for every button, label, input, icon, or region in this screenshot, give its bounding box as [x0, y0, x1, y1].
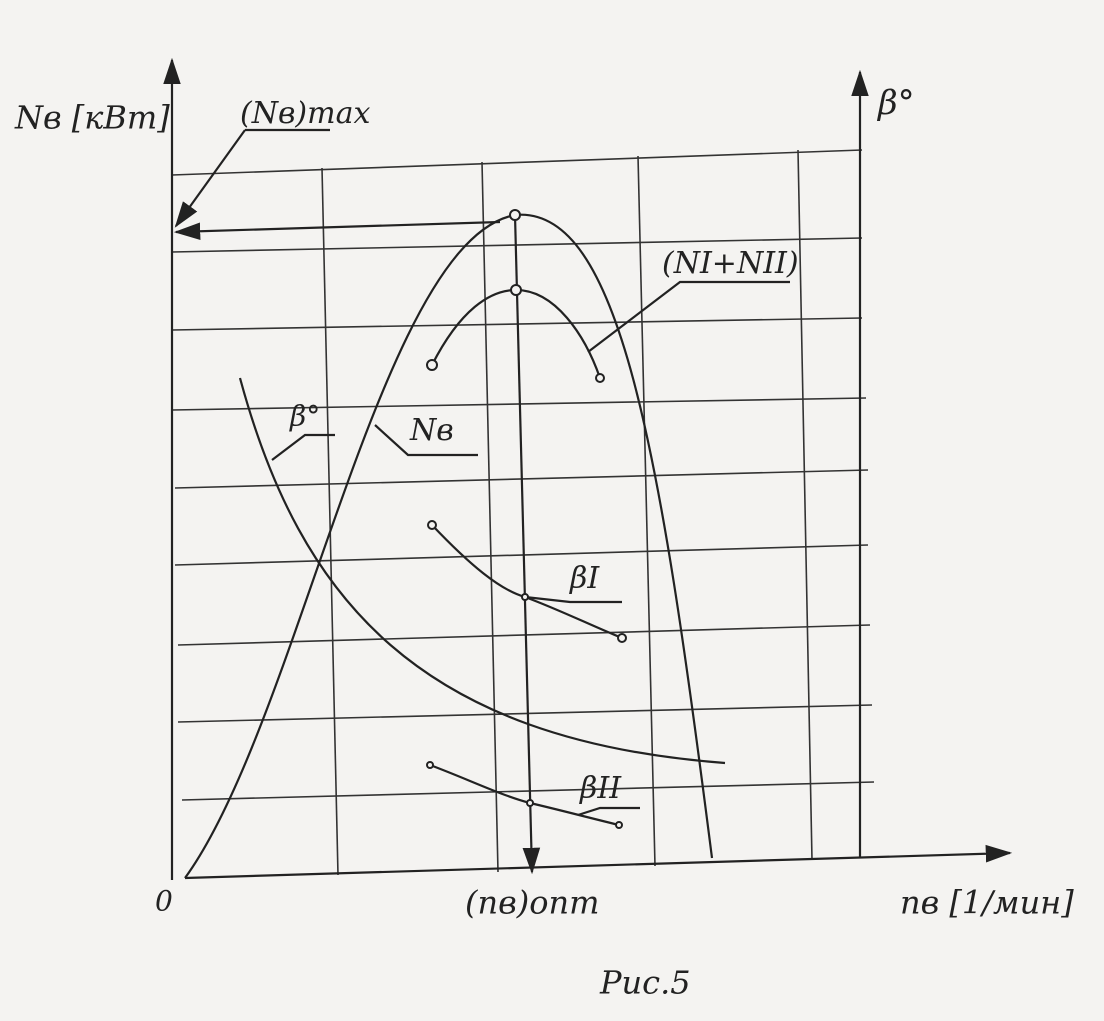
- axes: [163, 57, 1013, 880]
- y2-label: β°: [876, 83, 915, 123]
- origin: 0: [155, 885, 173, 918]
- y-label: Nв [кВт]: [14, 99, 170, 137]
- caption: Рис.5: [599, 964, 691, 1002]
- label: (nв)опт: [465, 884, 599, 922]
- label: Nв: [409, 413, 454, 448]
- x-label: nв [1/мин]: [900, 884, 1074, 922]
- label: (Nв)max: [240, 96, 370, 131]
- label: βII: [579, 771, 622, 806]
- curves: [173, 128, 790, 879]
- label: (NI+NII): [662, 246, 799, 281]
- label: β°: [289, 400, 320, 433]
- label: βI: [569, 561, 600, 596]
